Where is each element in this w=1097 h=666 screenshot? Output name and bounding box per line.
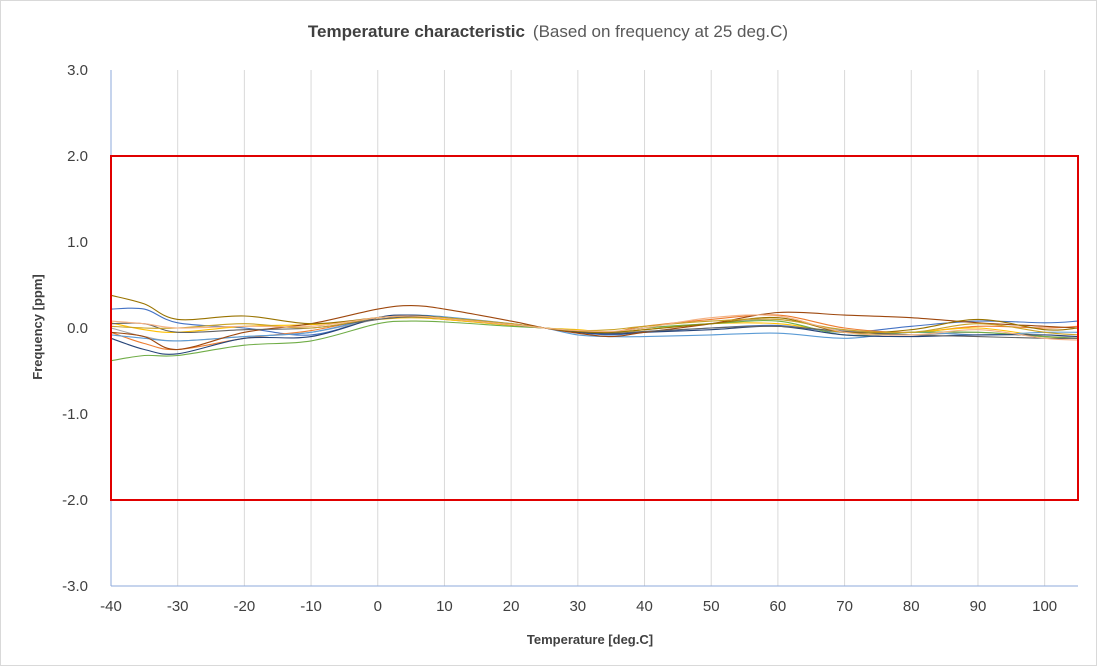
x-tick-label: -10 (300, 598, 322, 615)
x-tick-label: 40 (636, 598, 653, 615)
chart-title-group: Temperature characteristic (Based on freq… (308, 22, 788, 41)
x-tick-label: -30 (167, 598, 189, 615)
x-tick-label: 0 (374, 598, 382, 615)
y-tick-labels: 3.0 2.0 1.0 0.0 -1.0 -2.0 -3.0 (62, 62, 88, 595)
y-tick-label: -1.0 (62, 406, 88, 423)
x-tick-label: 50 (703, 598, 720, 615)
data-series (110, 294, 1079, 362)
x-tick-label: -20 (234, 598, 256, 615)
x-tick-label: 30 (569, 598, 586, 615)
series-line-8 (110, 305, 1079, 351)
x-tick-label: 20 (503, 598, 520, 615)
y-tick-label: -3.0 (62, 578, 88, 595)
gridlines (110, 70, 1078, 587)
y-tick-label: -2.0 (62, 492, 88, 509)
x-tick-label: -40 (100, 598, 122, 615)
x-tick-label: 10 (436, 598, 453, 615)
x-tick-label: 100 (1032, 598, 1057, 615)
x-tick-label: 70 (836, 598, 853, 615)
x-tick-labels: -40 -30 -20 -10 0 10 20 30 40 50 60 70 80 90 100 (100, 598, 1057, 615)
series-line-10 (110, 294, 1079, 334)
x-tick-label: 80 (903, 598, 920, 615)
spec-limit-rectangle (110, 155, 1079, 501)
series-line-12 (110, 314, 1079, 341)
chart-title: Temperature characteristic (308, 22, 525, 41)
y-tick-label: 0.0 (67, 320, 88, 337)
y-axis-label: Frequency [ppm] (30, 274, 45, 379)
x-axis-label: Temperature [deg.C] (527, 632, 653, 647)
chart-subtitle: (Based on frequency at 25 deg.C) (533, 22, 788, 41)
y-tick-label: 2.0 (67, 148, 88, 165)
y-tick-label: 1.0 (67, 234, 88, 251)
x-tick-label: 60 (770, 598, 787, 615)
x-tick-label: 90 (970, 598, 987, 615)
y-tick-label: 3.0 (67, 62, 88, 79)
limit-box (110, 155, 1079, 501)
